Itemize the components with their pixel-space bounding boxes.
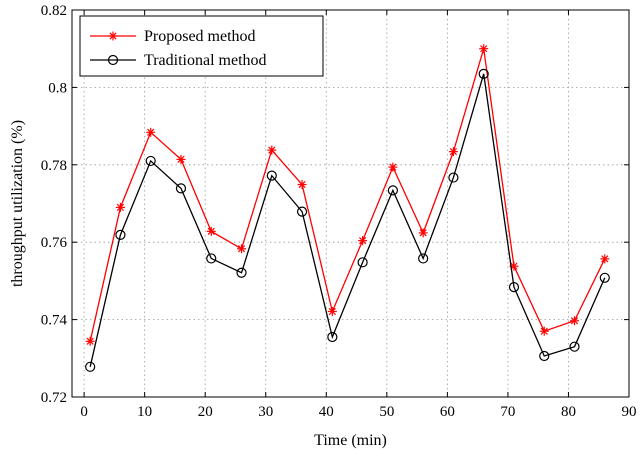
series-line: [90, 49, 605, 342]
x-tick-label: 80: [561, 404, 576, 420]
y-tick-label: 0.76: [41, 235, 68, 251]
x-axis-label: Time (min): [314, 432, 387, 449]
legend-label: Proposed method: [144, 28, 256, 45]
y-tick-label: 0.8: [48, 80, 67, 96]
data-point: [86, 337, 95, 346]
y-tick-label: 0.82: [41, 3, 67, 19]
y-tick-label: 0.74: [41, 313, 68, 329]
legend-label: Traditional method: [144, 52, 267, 69]
data-point: [207, 227, 216, 236]
x-tick-label: 30: [258, 404, 273, 420]
data-point: [419, 228, 428, 237]
data-point: [358, 236, 367, 245]
legend: Proposed method Traditional method: [80, 16, 323, 76]
data-point: [237, 244, 246, 253]
series-layer: [86, 44, 610, 371]
data-point: [146, 128, 155, 137]
data-point: [328, 307, 337, 316]
y-tick-label: 0.72: [41, 390, 67, 406]
x-tick-label: 70: [500, 404, 515, 420]
x-tick-label: 90: [622, 404, 637, 420]
x-tick-label: 40: [319, 404, 334, 420]
data-point: [267, 146, 276, 155]
data-point: [116, 203, 125, 212]
legend-marker: [109, 32, 118, 41]
y-axis-label: throughput utilization (%): [9, 120, 26, 287]
data-point: [298, 180, 307, 189]
x-tick-label: 10: [137, 404, 152, 420]
data-point: [600, 254, 609, 263]
data-point: [570, 316, 579, 325]
data-point: [388, 163, 397, 172]
series-line: [90, 74, 605, 367]
y-tick-label: 0.78: [41, 158, 67, 174]
x-tick-label: 20: [198, 404, 213, 420]
data-point: [540, 327, 549, 336]
x-tick-label: 60: [440, 404, 455, 420]
x-tick-label: 0: [80, 404, 88, 420]
data-point: [176, 155, 185, 164]
x-tick-label: 50: [379, 404, 394, 420]
series-2: [86, 69, 610, 371]
data-point: [86, 362, 95, 371]
data-point: [479, 44, 488, 53]
data-point: [449, 147, 458, 156]
